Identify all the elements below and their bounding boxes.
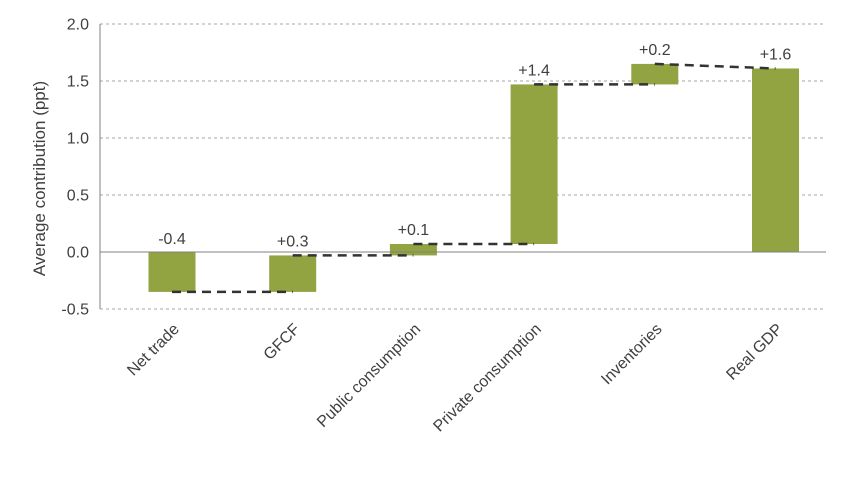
x-tick-label: GFCF bbox=[261, 321, 304, 364]
bar bbox=[510, 84, 558, 245]
data-label: +0.2 bbox=[639, 42, 671, 59]
y-tick-label: 0.5 bbox=[67, 188, 89, 205]
connector-line bbox=[654, 62, 776, 70]
y-tick-label: 1.5 bbox=[67, 74, 89, 91]
x-tick-label: Public consumption bbox=[314, 321, 424, 431]
x-tick-label: Inventories bbox=[598, 321, 665, 388]
x-tick-label: Net trade bbox=[124, 321, 183, 380]
y-tick-label: 0.0 bbox=[67, 245, 89, 262]
bar bbox=[631, 63, 679, 85]
x-tick-label: Private consumption bbox=[430, 321, 545, 436]
y-tick-label: 1.0 bbox=[67, 131, 89, 148]
bar bbox=[148, 252, 196, 292]
x-tick-label: Real GDP bbox=[723, 321, 786, 384]
data-label: +0.3 bbox=[277, 233, 309, 250]
bar bbox=[752, 68, 799, 253]
data-labels: -0.4 +0.3 +0.1 +1.4 +0.2 +1.6 bbox=[158, 42, 791, 251]
data-label: +1.4 bbox=[518, 62, 550, 79]
bar bbox=[269, 255, 317, 292]
connectors bbox=[172, 62, 776, 294]
y-tick-label: 2.0 bbox=[67, 17, 89, 34]
y-axis-title: Average contribution (ppt) bbox=[30, 81, 49, 276]
data-label: +1.6 bbox=[760, 46, 792, 63]
x-tick-labels: Net trade GFCF Public consumption Private c… bbox=[124, 321, 786, 436]
data-label: -0.4 bbox=[158, 231, 186, 248]
bar bbox=[389, 244, 437, 256]
bars bbox=[148, 63, 799, 292]
y-tick-label: -0.5 bbox=[61, 302, 89, 319]
y-tick-labels: -0.5 0.0 0.5 1.0 1.5 2.0 bbox=[61, 17, 89, 319]
data-label: +0.1 bbox=[398, 222, 430, 239]
gridlines bbox=[100, 23, 826, 310]
